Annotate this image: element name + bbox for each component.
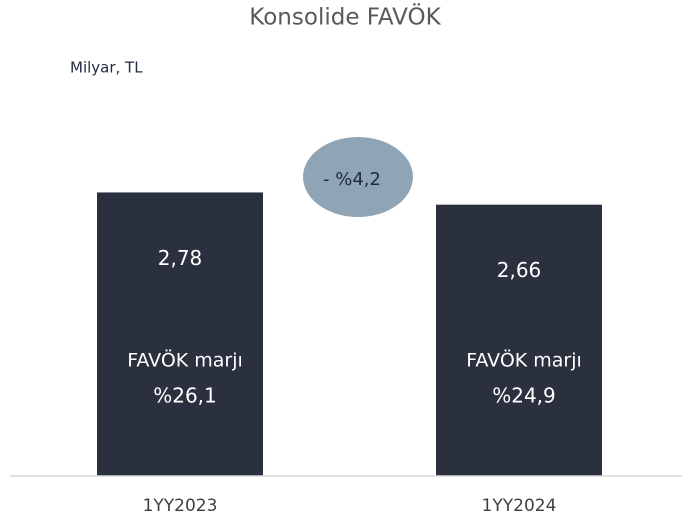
x-tick-label: 1YY2024 [482, 496, 557, 516]
value-label: 2,66 [497, 258, 542, 282]
margin-value: %24,9 [492, 384, 556, 408]
change-bubble [303, 137, 413, 217]
change-label: - %4,2 [323, 169, 381, 190]
value-label: 2,78 [158, 246, 203, 270]
margin-value: %26,1 [153, 384, 217, 408]
chart-title: Konsolide FAVÖK [249, 3, 441, 31]
x-tick-label: 1YY2023 [143, 496, 218, 516]
bar [436, 204, 602, 476]
margin-label: FAVÖK marjı [127, 349, 243, 372]
chart-subtitle: Milyar, TL [70, 59, 143, 77]
bar [97, 192, 263, 476]
margin-label: FAVÖK marjı [466, 349, 582, 372]
